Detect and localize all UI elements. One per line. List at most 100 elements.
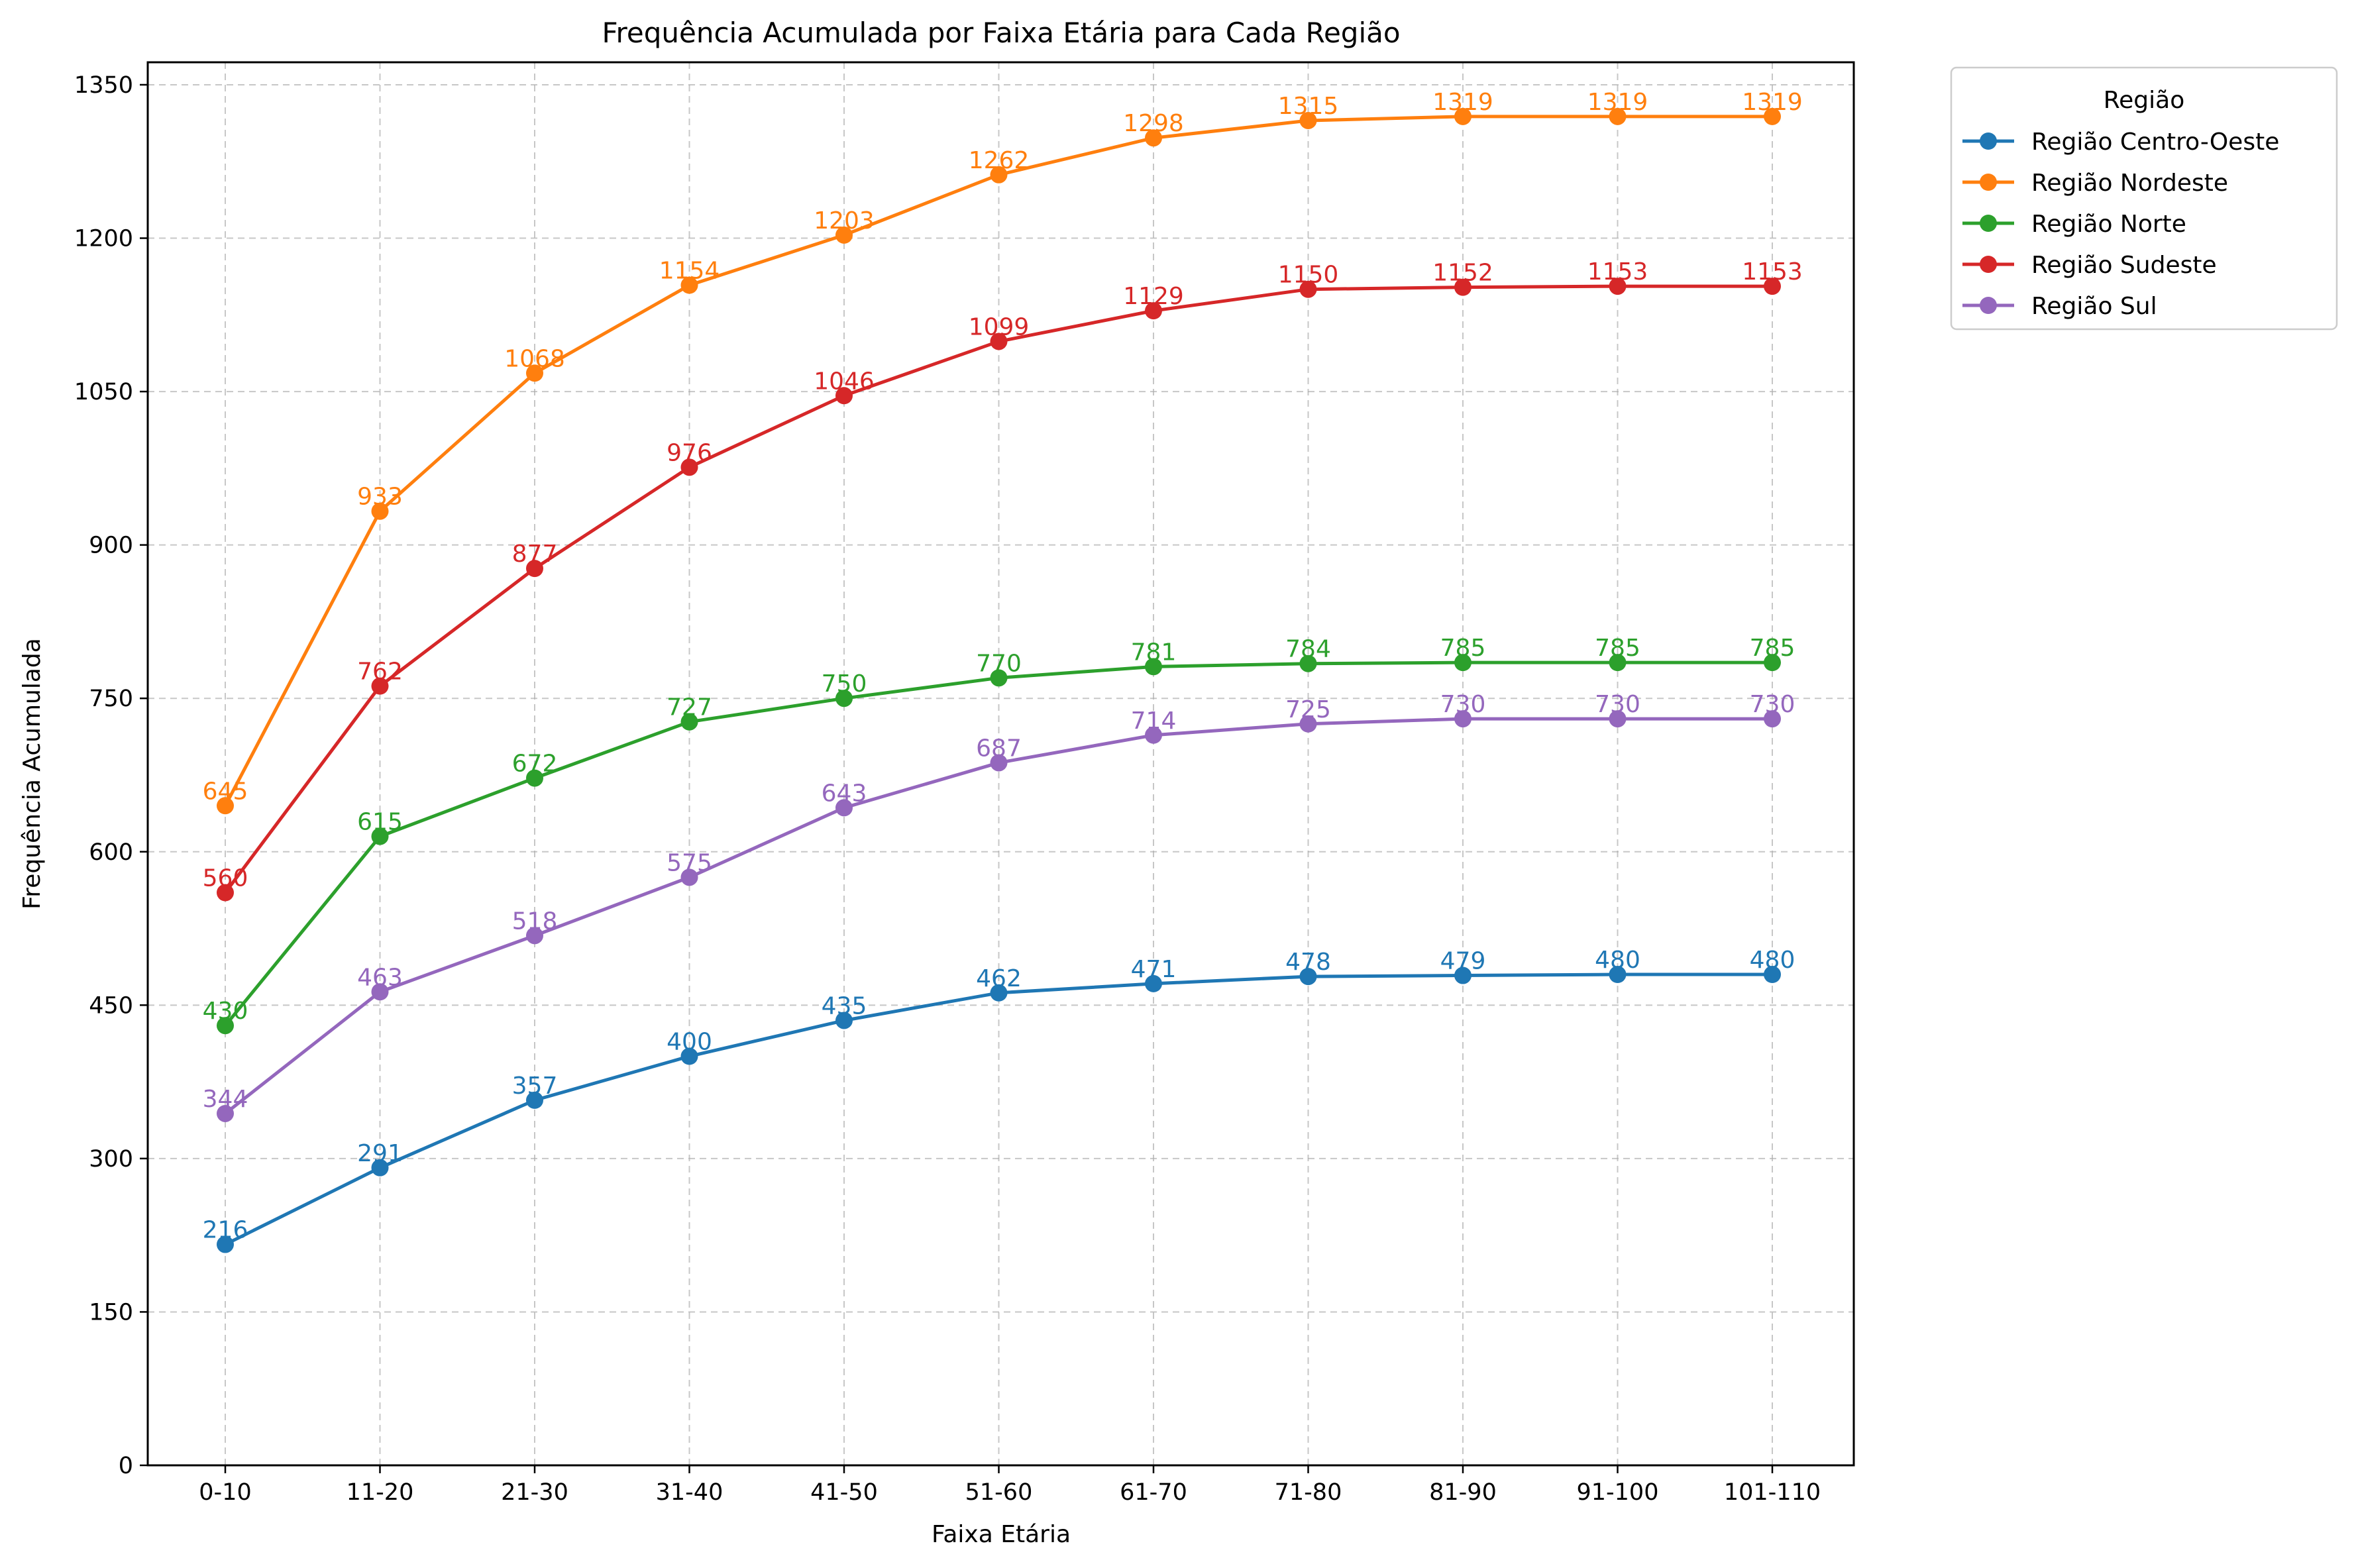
data-point	[371, 502, 389, 520]
data-label: 216	[203, 1217, 248, 1244]
x-tick-label: 71-80	[1275, 1479, 1342, 1506]
series-5: 344 463 518 575 643 687 714 725 730 730 730	[203, 691, 1795, 1122]
legend-marker	[1980, 297, 1997, 314]
data-point	[1609, 107, 1627, 125]
data-label: 430	[203, 998, 248, 1025]
legend-label: Região Sul	[2031, 293, 2157, 320]
y-tick-label: 900	[89, 533, 133, 559]
data-point	[371, 677, 389, 695]
data-point	[680, 276, 698, 294]
x-tick-label: 21-30	[501, 1479, 568, 1506]
data-label: 1129	[1123, 283, 1184, 310]
data-label: 1319	[1587, 89, 1648, 116]
data-point	[1764, 654, 1781, 672]
series-2: 645 933 1068 1154 1203 1262 1298 1315 1319 1319 13…	[203, 89, 1803, 815]
legend-item: Região Sul	[1962, 293, 2157, 320]
legend-marker	[1980, 256, 1997, 273]
data-label: 730	[1440, 691, 1486, 718]
data-point	[990, 984, 1008, 1002]
legend-title: Região	[2104, 87, 2184, 114]
legend-marker	[1980, 132, 1997, 150]
x-tick-label: 81-90	[1429, 1479, 1497, 1506]
legend-item: Região Norte	[1962, 211, 2186, 238]
legend-marker	[1980, 174, 1997, 191]
data-point	[1609, 654, 1627, 672]
legend-item: Região Centro-Oeste	[1962, 129, 2279, 156]
data-point	[526, 560, 543, 578]
y-tick-label: 150	[89, 1299, 133, 1326]
data-point	[1145, 726, 1162, 744]
data-point	[1299, 715, 1317, 733]
legend-label: Região Nordeste	[2031, 170, 2228, 197]
legend-marker	[1980, 215, 1997, 232]
data-label: 933	[357, 484, 403, 511]
data-point	[1764, 107, 1781, 125]
data-label: 357	[512, 1072, 558, 1100]
series-1: 216 291 357 400 435 462 471 478 479 480 480	[203, 947, 1795, 1253]
data-point	[990, 669, 1008, 687]
data-point	[1145, 129, 1162, 147]
data-point	[217, 1104, 234, 1122]
legend-box	[1950, 66, 2338, 331]
data-label: 1153	[1587, 258, 1648, 286]
legend: Região Região Centro-Oeste Região Nordest…	[1950, 66, 2338, 331]
data-label: 643	[822, 780, 867, 807]
y-tick-label: 1350	[74, 72, 133, 99]
legend-label: Região Centro-Oeste	[2031, 129, 2279, 156]
data-point	[1764, 278, 1781, 295]
series-layer: 216 291 357 400 435 462 471 478 479 480 480 645 933 1…	[203, 89, 1803, 1253]
y-tick-label: 0	[119, 1453, 133, 1479]
data-label: 463	[357, 964, 403, 991]
data-point	[835, 690, 853, 707]
data-label: 784	[1285, 636, 1331, 663]
data-point	[680, 713, 698, 731]
data-label: 730	[1595, 691, 1640, 718]
data-label: 1150	[1278, 262, 1339, 289]
data-label: 462	[976, 965, 1022, 992]
data-point	[1145, 974, 1162, 992]
data-label: 645	[203, 778, 248, 805]
data-point	[526, 927, 543, 945]
series-4: 560 762 877 976 1046 1099 1129 1150 1152 1153 1153	[203, 258, 1803, 902]
data-label: 1319	[1432, 89, 1493, 116]
data-label: 976	[667, 439, 712, 466]
legend-item: Região Nordeste	[1962, 170, 2228, 197]
x-tick-label: 61-70	[1120, 1479, 1187, 1506]
data-label: 400	[667, 1029, 712, 1056]
data-label: 478	[1285, 949, 1331, 976]
data-label: 1203	[814, 207, 875, 235]
y-tick-label: 750	[89, 686, 133, 712]
data-point	[1454, 967, 1472, 984]
x-axis-label: Faixa Etária	[932, 1521, 1071, 1548]
chart-title: Frequência Acumulada por Faixa Etária pa…	[602, 17, 1400, 49]
data-label: 1099	[969, 313, 1030, 340]
data-label: 730	[1750, 691, 1795, 718]
x-tick-label: 31-40	[656, 1479, 723, 1506]
data-label: 480	[1750, 947, 1795, 974]
data-point	[1764, 710, 1781, 728]
data-label: 750	[822, 670, 867, 698]
data-point	[1609, 710, 1627, 728]
series-3: 430 615 672 727 750 770 781 784 785 785 785	[203, 635, 1795, 1035]
legend-item: Região Sudeste	[1962, 252, 2217, 279]
data-point	[371, 1159, 389, 1176]
data-point	[835, 226, 853, 244]
data-point	[1454, 278, 1472, 296]
data-point	[1145, 302, 1162, 320]
y-tick-label: 300	[89, 1146, 133, 1173]
data-label: 1152	[1432, 260, 1493, 287]
data-point	[680, 458, 698, 476]
legend-label: Região Norte	[2031, 211, 2186, 238]
data-label: 575	[667, 849, 712, 876]
x-tick-label: 91-100	[1577, 1479, 1659, 1506]
x-tick-label: 101-110	[1724, 1479, 1821, 1506]
data-label: 1153	[1742, 258, 1803, 286]
x-tick-label: 51-60	[965, 1479, 1033, 1506]
data-label: 615	[357, 809, 403, 836]
data-point	[990, 166, 1008, 183]
plot-frame	[146, 61, 1855, 1467]
data-point	[1299, 968, 1317, 986]
data-label: 672	[512, 751, 558, 778]
data-point	[217, 1235, 234, 1253]
